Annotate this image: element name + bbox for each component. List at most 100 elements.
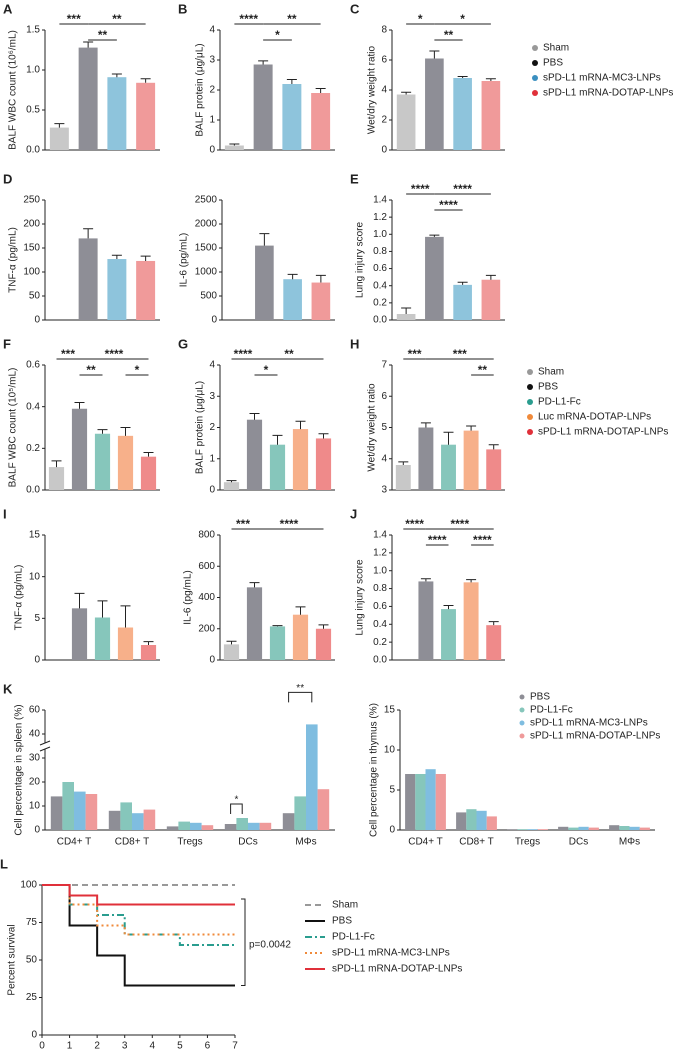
bar	[136, 260, 156, 320]
x-tick-label: MΦs	[295, 837, 316, 848]
y-tick-label: 0	[31, 1030, 37, 1041]
error-bar	[74, 402, 85, 409]
bar	[311, 93, 331, 150]
y-tick-label: 0.2	[373, 637, 387, 648]
legend-marker	[527, 399, 533, 405]
bar	[178, 821, 190, 830]
y-tick-label: 0	[209, 655, 215, 666]
bar	[453, 284, 472, 320]
error-bar	[318, 433, 329, 439]
error-bar	[295, 420, 306, 430]
legend-label: sPD-L1 mRNA-MC3-LNPs	[332, 948, 450, 959]
error-bar	[272, 625, 283, 627]
sig-label: **	[112, 12, 122, 26]
bar	[259, 822, 272, 830]
bar	[306, 724, 318, 830]
panel-label: H	[350, 336, 359, 351]
legend-label: PD-L1-Fc	[530, 705, 573, 716]
y-tick-label: 600	[198, 561, 215, 572]
bar	[629, 826, 640, 830]
sig-label: *	[418, 12, 423, 26]
sig-label: **	[296, 683, 304, 694]
bar	[78, 47, 98, 150]
x-tick-label: CD8+ T	[459, 837, 494, 848]
bar	[486, 625, 502, 660]
y-tick-label: 4	[381, 453, 387, 464]
y-tick-label: 1	[209, 115, 215, 126]
annotation: p=0.0042	[249, 940, 291, 951]
bar	[71, 408, 88, 490]
y-axis-label: Wet/dry weight ratio	[367, 383, 378, 472]
error-bar	[485, 78, 496, 81]
bar	[481, 279, 501, 320]
legend-label: Sham	[332, 900, 358, 911]
sig-label: ****	[234, 347, 253, 361]
error-bar	[83, 228, 94, 239]
panel-label: J	[350, 506, 357, 521]
bar	[94, 433, 111, 490]
y-tick-label: 0	[381, 145, 387, 156]
bar	[224, 145, 244, 150]
error-bar	[420, 422, 431, 428]
error-bar	[74, 592, 85, 609]
error-bar	[401, 307, 412, 314]
p-bracket	[241, 898, 246, 986]
sig-label: ****	[453, 182, 472, 196]
bar	[201, 825, 214, 830]
y-tick-label: 1000	[195, 267, 218, 278]
error-bar	[318, 624, 329, 629]
y-axis-label: Percent survival	[7, 924, 18, 995]
y-tick-label: 0.6	[373, 263, 387, 274]
bar	[78, 238, 98, 320]
y-tick-label: 50	[26, 955, 38, 966]
bar	[292, 429, 309, 490]
error-bar	[287, 273, 298, 280]
bar	[108, 810, 121, 830]
sig-label: **	[98, 28, 108, 42]
error-bar	[140, 255, 151, 261]
y-axis-label: TNF-α (pg/mL)	[8, 227, 19, 293]
bar	[619, 826, 630, 830]
sig-label: ***	[408, 347, 422, 361]
y-tick-label: 4	[209, 360, 215, 371]
legend-marker	[532, 90, 538, 96]
y-tick-label: 400	[198, 592, 215, 603]
bar	[463, 582, 479, 660]
y-tick-label: 6	[381, 391, 387, 402]
x-tick-label: 2	[94, 1041, 100, 1052]
survival-line	[42, 884, 235, 906]
x-tick-label: Tregs	[515, 837, 540, 848]
y-tick-label: 0.0	[373, 315, 387, 326]
y-axis-label: Wet/dry weight ratio	[367, 45, 378, 134]
x-tick-label: CD8+ T	[115, 837, 150, 848]
sig-label: ****	[280, 517, 299, 531]
error-bar	[140, 78, 151, 83]
bar	[136, 82, 156, 150]
legend-marker	[519, 733, 525, 739]
bar	[269, 444, 286, 490]
legend-marker	[519, 720, 525, 726]
error-bar	[258, 60, 269, 65]
bar	[441, 609, 456, 660]
bar	[609, 825, 620, 830]
error-bar	[420, 578, 431, 582]
error-bar	[111, 254, 122, 260]
y-tick-label: 0.4	[26, 401, 40, 412]
bar	[317, 789, 330, 830]
y-tick-label: 0.0	[373, 655, 387, 666]
y-tick-label: 1.2	[373, 212, 387, 223]
sig-label: ****	[473, 533, 492, 547]
legend-label: sPD-L1 mRNA-DOTAP-LNPs	[530, 731, 660, 742]
y-tick-label: 0.8	[373, 246, 387, 257]
bar	[456, 812, 467, 830]
sig-label: *	[234, 795, 238, 806]
x-tick-label: DCs	[569, 837, 588, 848]
y-tick-label: 1.2	[373, 547, 387, 558]
error-bar	[315, 88, 326, 93]
y-tick-label: 10	[29, 571, 41, 582]
bar	[395, 465, 411, 490]
legend-label: sPD-L1 mRNA-DOTAP-LNPs	[543, 88, 673, 99]
error-bar	[120, 427, 131, 436]
y-tick-label: 2000	[195, 219, 218, 230]
y-tick-label: 150	[23, 243, 40, 254]
